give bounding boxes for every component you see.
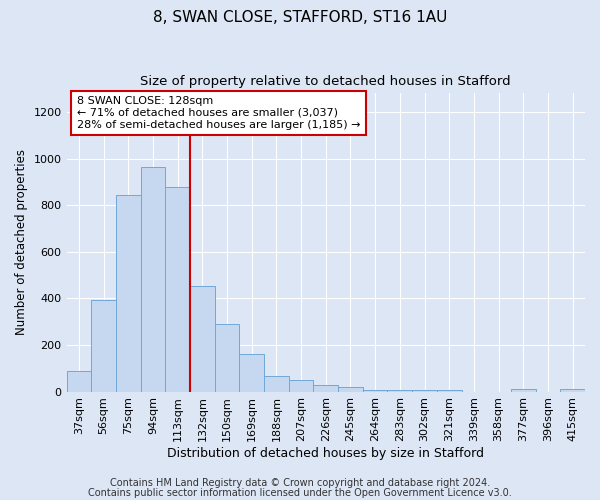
Bar <box>511 390 536 392</box>
Bar <box>388 390 412 392</box>
Bar <box>190 286 215 392</box>
Bar <box>289 380 313 392</box>
Bar <box>91 300 116 392</box>
Bar <box>239 354 264 392</box>
Text: Contains HM Land Registry data © Crown copyright and database right 2024.: Contains HM Land Registry data © Crown c… <box>110 478 490 488</box>
X-axis label: Distribution of detached houses by size in Stafford: Distribution of detached houses by size … <box>167 447 484 460</box>
Bar <box>363 390 388 392</box>
Bar <box>437 390 461 392</box>
Bar <box>264 376 289 392</box>
Bar <box>215 324 239 392</box>
Bar <box>140 166 165 392</box>
Bar <box>165 186 190 392</box>
Bar <box>338 387 363 392</box>
Y-axis label: Number of detached properties: Number of detached properties <box>15 150 28 336</box>
Bar <box>412 390 437 392</box>
Bar <box>67 370 91 392</box>
Text: 8, SWAN CLOSE, STAFFORD, ST16 1AU: 8, SWAN CLOSE, STAFFORD, ST16 1AU <box>153 10 447 25</box>
Bar <box>116 194 140 392</box>
Text: 8 SWAN CLOSE: 128sqm
← 71% of detached houses are smaller (3,037)
28% of semi-de: 8 SWAN CLOSE: 128sqm ← 71% of detached h… <box>77 96 361 130</box>
Title: Size of property relative to detached houses in Stafford: Size of property relative to detached ho… <box>140 75 511 88</box>
Bar <box>313 384 338 392</box>
Text: Contains public sector information licensed under the Open Government Licence v3: Contains public sector information licen… <box>88 488 512 498</box>
Bar <box>560 389 585 392</box>
